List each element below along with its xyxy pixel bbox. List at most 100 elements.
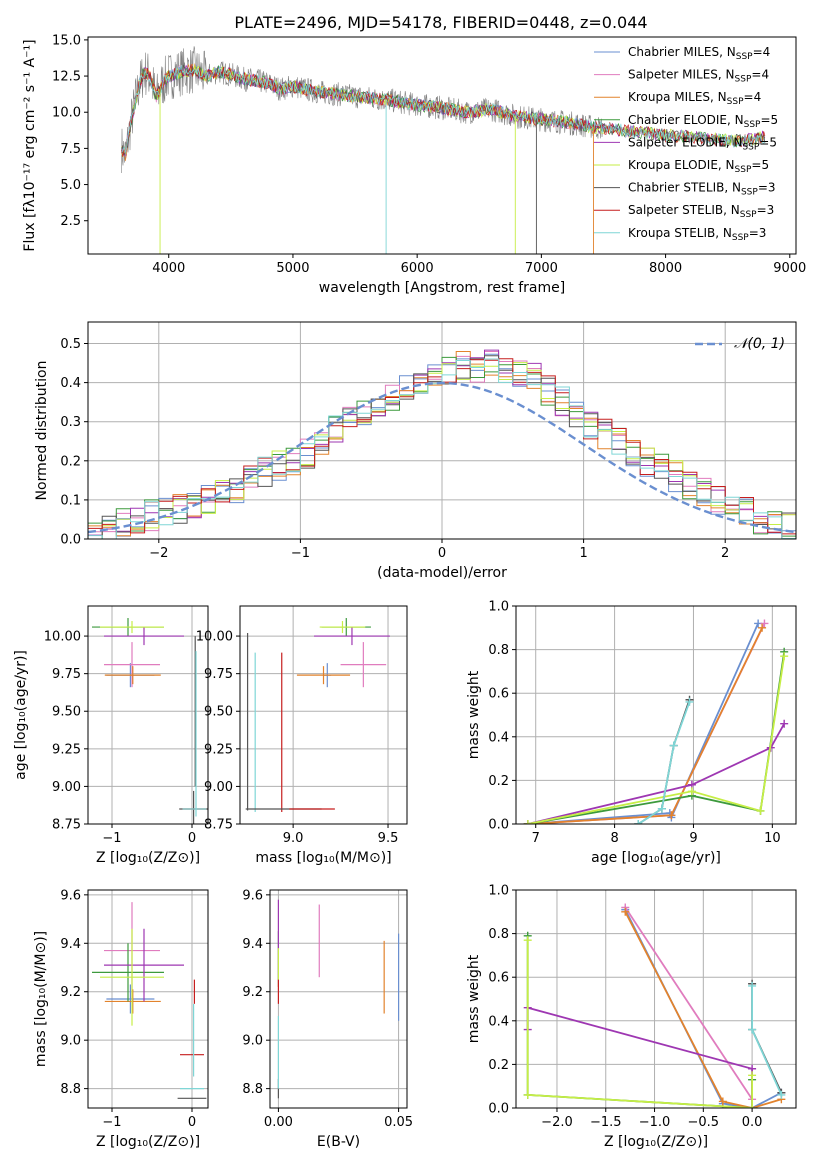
mass-weight-marker [780, 719, 789, 728]
axes-frame [515, 605, 797, 825]
y-tick-label: 10.00 [196, 630, 233, 645]
y-tick-label: 8.8 [60, 1082, 81, 1097]
y-tick-label: 0.6 [488, 687, 509, 702]
mass-weight-marker [760, 619, 769, 628]
legend-entry-label: Kroupa STELIB, NSSP=3 [628, 226, 766, 243]
x-tick-label: 2 [721, 546, 729, 561]
model-spectrum-line [121, 64, 766, 157]
mass-weight-series-line [526, 940, 753, 1108]
y-tick-label: 0.6 [488, 971, 509, 986]
x-tick-label: 9 [689, 831, 697, 846]
normal-reference-curve [88, 381, 796, 534]
y-tick-label: 9.0 [242, 1034, 263, 1049]
plot-area-massweight-vs-Z [523, 903, 786, 1108]
x-tick-label: 0.0 [742, 1115, 763, 1130]
errorbar-point [100, 621, 164, 634]
y-tick-label: 0.3 [60, 415, 81, 430]
x-tick-label: 10 [764, 831, 781, 846]
mass-weight-marker [667, 811, 676, 820]
y-tick-label: 9.25 [204, 742, 233, 757]
x-axis-label: (data-model)/error [377, 565, 507, 581]
y-tick-label: 9.4 [242, 937, 263, 952]
y-tick-label: 9.00 [52, 780, 81, 795]
panel-massweight-vs-Z: −2.0 −1.5 −1.0 −0.5 0.0 0.0 0.2 0.4 0.6 0.8 1.0 Z [… [466, 884, 797, 1150]
y-tick-label: 10.00 [44, 630, 81, 645]
legend-entry-label: Salpeter MILES, NSSP=4 [628, 68, 769, 85]
legend-entry-label: Salpeter STELIB, NSSP=3 [628, 203, 774, 220]
y-tick-label: 0.4 [60, 376, 81, 391]
y-tick-label: 9.4 [60, 937, 81, 952]
panel-mass-vs-ebv: 0.00 0.05 8.8 9.0 9.2 9.4 9.6 E(B-V) [242, 888, 413, 1150]
y-axis-label: mass [log₁₀(M/M⊙)] [33, 931, 49, 1067]
errorbar-point [314, 627, 390, 646]
y-tick-label: 9.75 [52, 667, 81, 682]
y-axis-label: age [log₁₀(age/yr)] [13, 650, 29, 780]
y-tick-label: 0.2 [60, 454, 81, 469]
x-axis-label: age [log₁₀(age/yr)] [591, 850, 721, 866]
y-tick-label: 9.50 [52, 705, 81, 720]
x-tick-label: 7 [532, 831, 540, 846]
panel-massweight-vs-age: 7 8 9 10 0.0 0.2 0.4 0.6 0.8 1.0 age [log₁₀(age/yr… [466, 600, 797, 866]
plot-area-age-vs-Z [92, 618, 208, 824]
x-tick-label: −2.0 [541, 1115, 573, 1130]
mass-weight-series-line [624, 906, 753, 1100]
panel-age-vs-mass: 9.0 9.5 8.75 9.00 9.25 9.50 9.75 10.00 mass [log… [196, 605, 408, 866]
panel-age-vs-Z: −1 0 8.75 9.00 9.25 9.50 9.75 10.00 Z [log₁₀(Z/Z… [13, 605, 209, 866]
y-tick-label: 9.50 [204, 705, 233, 720]
axes-frame [239, 605, 408, 825]
plot-area-spectrum [121, 46, 766, 254]
y-axis-label: Flux [fλ10⁻¹⁷ erg cm⁻² s⁻¹ A⁻¹] [22, 39, 38, 251]
panel-mass-vs-Z: −1 0 8.8 9.0 9.2 9.4 9.6 Z [log₁₀(Z/Z⊙)] mass [l… [33, 888, 209, 1150]
figure-title: PLATE=2496, MJD=54178, FIBERID=0448, z=0… [234, 13, 647, 32]
panel-residuals: −2 −1 0 1 2 0.0 0.1 0.2 0.3 0.4 0.5 (data-model)/er… [34, 321, 797, 581]
errorbar-point [296, 666, 351, 685]
y-tick-label: 0.4 [488, 730, 509, 745]
plot-area-age-vs-mass [245, 618, 390, 812]
x-axis-label: E(B-V) [317, 1134, 360, 1150]
panel-spectrum: 4000 5000 6000 7000 8000 9000 2.5 5.0 7.5 10.0 12.… [22, 33, 806, 296]
x-tick-label: 0 [188, 1115, 196, 1130]
plot-area-massweight-vs-age [523, 619, 789, 824]
axes-frame [87, 889, 209, 1109]
mass-weight-marker [523, 820, 532, 824]
errorbar-point [319, 621, 366, 634]
errorbar-point [92, 943, 164, 1002]
plot-area-residuals [88, 349, 796, 539]
mass-weight-marker [523, 1090, 532, 1099]
legend-entry-label: Kroupa ELODIE, NSSP=5 [628, 158, 769, 175]
model-spectrum-line [121, 65, 766, 154]
x-tick-label: 5000 [276, 261, 309, 276]
y-tick-label: 0.0 [60, 533, 81, 548]
y-tick-label: 0.8 [488, 643, 509, 658]
y-tick-label: 5.0 [60, 178, 81, 193]
plot-area-mass-vs-Z [92, 902, 207, 1099]
y-tick-label: 0.4 [488, 1014, 509, 1029]
x-tick-label: 0 [438, 546, 446, 561]
mass-weight-marker [685, 697, 694, 706]
mass-weight-marker [634, 820, 643, 824]
errorbar-point [104, 928, 184, 1002]
mass-weight-marker [748, 981, 757, 990]
histogram-step [88, 362, 796, 539]
mass-weight-series-line [527, 723, 785, 824]
x-axis-label: Z [log₁₀(Z/Z⊙)] [96, 1134, 200, 1150]
axes-frame [87, 36, 797, 255]
y-tick-label: 9.6 [60, 888, 81, 903]
axes-frame [87, 605, 209, 825]
errorbar-point [340, 642, 387, 688]
x-tick-label: 0.00 [264, 1115, 293, 1130]
y-tick-label: 0.5 [60, 337, 81, 352]
errorbar-point [104, 642, 160, 688]
panels-layer: 4000 5000 6000 7000 8000 90002.55.07.510.012.… [13, 33, 806, 1150]
mass-weight-series-line [624, 911, 782, 1108]
mass-weight-marker [621, 907, 630, 916]
errorbar-point [104, 989, 161, 1014]
mass-weight-marker [777, 1090, 786, 1099]
mass-weight-series-line [637, 701, 691, 824]
legend-entry-label: Chabrier ELODIE, NSSP=5 [628, 113, 778, 130]
x-tick-label: 7000 [525, 261, 558, 276]
y-axis-label: mass weight [466, 954, 482, 1043]
x-tick-label: −1 [102, 1115, 121, 1130]
spectrum-legend: Chabrier MILES, NSSP=4 Salpeter MILES, NS… [594, 45, 778, 243]
